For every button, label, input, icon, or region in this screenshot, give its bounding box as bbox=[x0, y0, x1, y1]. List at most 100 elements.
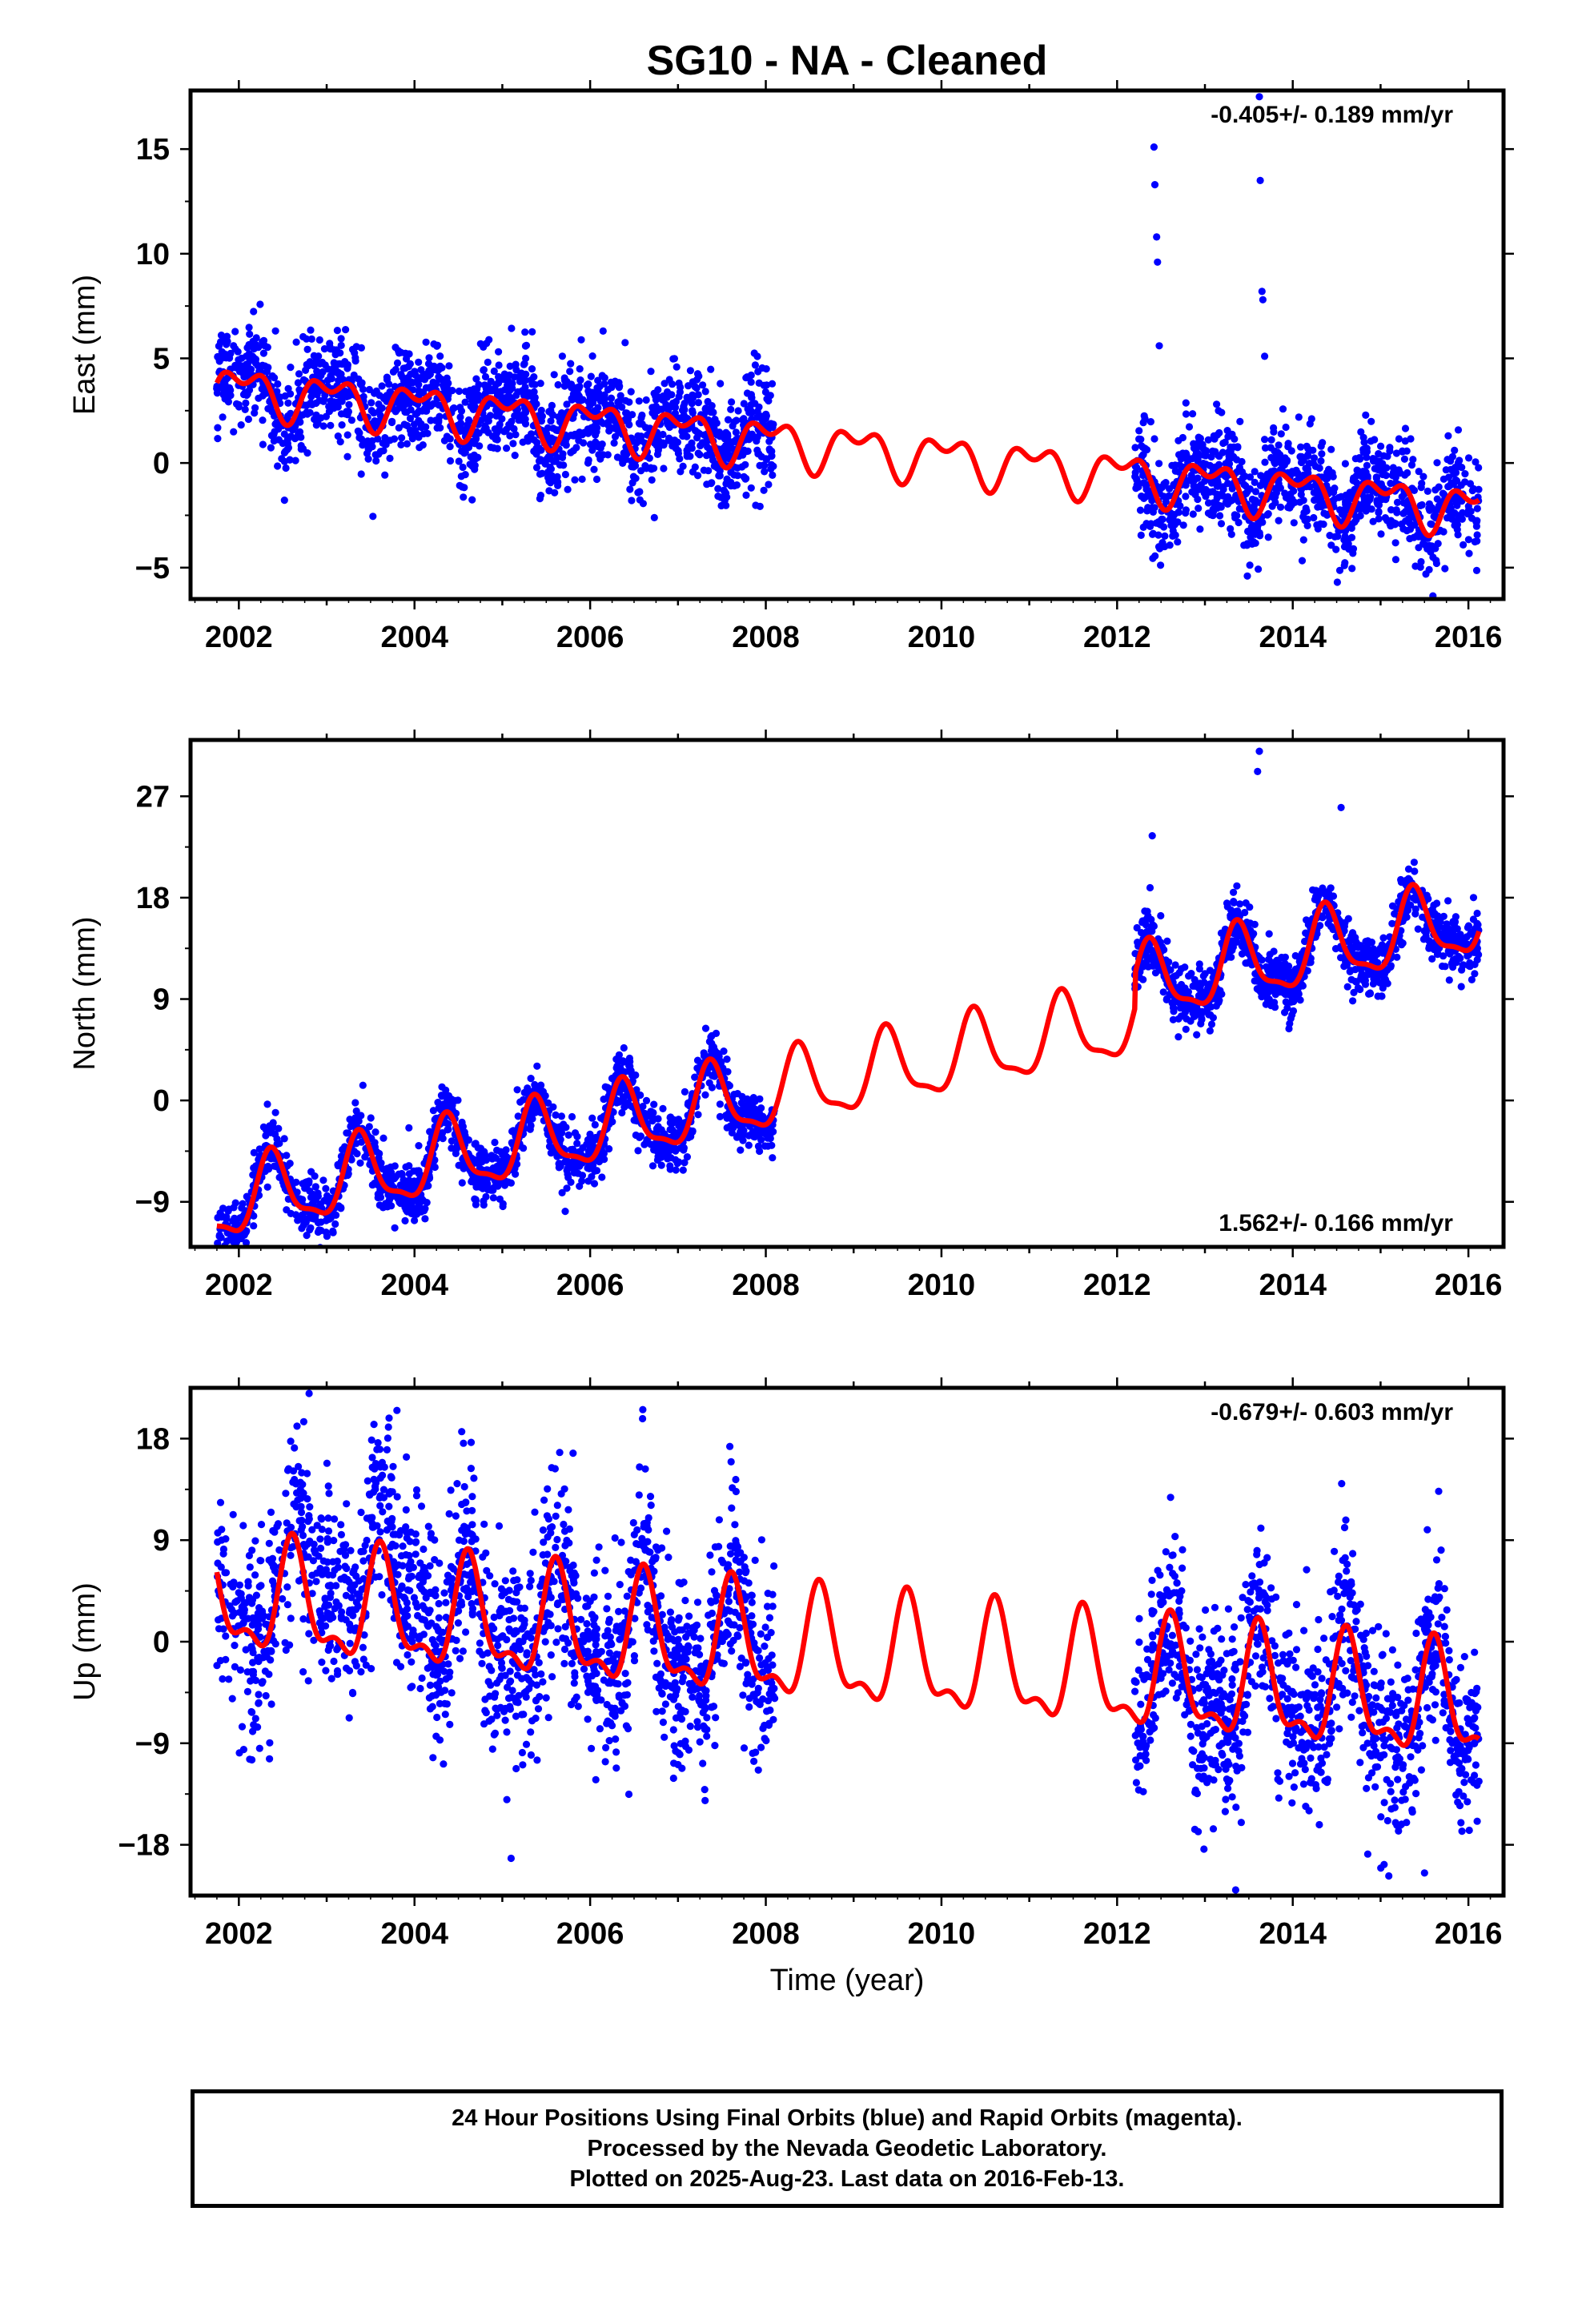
north-data-point bbox=[1242, 899, 1250, 907]
north-data-point bbox=[1425, 943, 1433, 951]
east-data-point bbox=[563, 400, 571, 408]
east-data-point bbox=[768, 452, 776, 460]
east-data-point bbox=[490, 444, 498, 452]
east-data-point bbox=[544, 435, 552, 443]
east-data-point bbox=[1454, 512, 1462, 520]
east-data-point bbox=[1320, 509, 1328, 517]
east-data-point bbox=[283, 436, 291, 444]
east-data-point bbox=[521, 328, 529, 336]
east-data-point bbox=[548, 401, 556, 409]
east-data-point bbox=[1377, 480, 1385, 489]
east-data-point bbox=[481, 372, 490, 381]
north-data-point bbox=[438, 1092, 446, 1100]
east-data-point bbox=[416, 375, 424, 383]
east-data-point bbox=[1391, 539, 1399, 547]
east-data-point bbox=[219, 354, 227, 362]
east-data-point bbox=[378, 382, 386, 390]
north-data-point bbox=[472, 1140, 480, 1148]
east-data-point bbox=[311, 385, 319, 393]
east-data-point bbox=[417, 423, 425, 432]
east-data-point bbox=[1469, 485, 1478, 493]
east-data-point bbox=[1248, 529, 1256, 537]
east-data-point bbox=[544, 424, 552, 432]
east-data-point bbox=[1461, 478, 1469, 486]
east-data-point bbox=[303, 449, 311, 457]
east-data-point bbox=[536, 495, 544, 503]
east-data-point bbox=[751, 361, 760, 369]
east-data-point bbox=[730, 471, 738, 479]
east-data-point bbox=[1454, 426, 1463, 434]
east-data-point bbox=[1236, 417, 1244, 426]
north-data-point bbox=[573, 1140, 581, 1148]
east-data-point bbox=[436, 424, 444, 432]
east-data-point bbox=[259, 338, 267, 346]
east-data-point bbox=[722, 480, 730, 488]
east-data-point bbox=[536, 380, 544, 388]
east-data-point bbox=[369, 513, 377, 521]
east-data-point bbox=[364, 455, 372, 463]
east-data-point bbox=[1185, 423, 1194, 431]
north-data-point bbox=[1378, 992, 1386, 1000]
east-data-point bbox=[307, 399, 315, 407]
east-data-point bbox=[699, 381, 707, 389]
north-data-point bbox=[411, 1216, 419, 1224]
east-data-point bbox=[576, 376, 584, 384]
east-data-point bbox=[734, 407, 742, 415]
north-data-point bbox=[552, 1111, 560, 1119]
east-data-point bbox=[506, 432, 514, 440]
east-data-point bbox=[608, 384, 616, 392]
east-data-point bbox=[223, 339, 231, 347]
east-data-point bbox=[461, 471, 469, 479]
east-data-point bbox=[1218, 408, 1226, 416]
north-data-point bbox=[215, 1256, 223, 1263]
east-data-point bbox=[1279, 405, 1287, 413]
east-data-point bbox=[223, 332, 231, 340]
east-data-point bbox=[282, 464, 290, 472]
east-data-point bbox=[425, 367, 433, 375]
east-data-point bbox=[1171, 531, 1179, 539]
east-data-point bbox=[480, 366, 488, 374]
north-data-point bbox=[491, 1138, 499, 1147]
east-data-point bbox=[1170, 480, 1178, 489]
north-data-point bbox=[1206, 1027, 1214, 1035]
east-data-point bbox=[226, 354, 234, 362]
east-data-point bbox=[1290, 519, 1298, 527]
east-data-point bbox=[489, 385, 497, 393]
east-data-point bbox=[502, 425, 511, 434]
east-data-point bbox=[386, 454, 394, 463]
east-data-point bbox=[664, 420, 672, 428]
east-data-point bbox=[704, 397, 712, 406]
east-data-point bbox=[1401, 424, 1410, 432]
east-data-point bbox=[1261, 436, 1269, 444]
east-data-point bbox=[537, 406, 545, 415]
east-data-point bbox=[415, 380, 423, 388]
east-data-point bbox=[1174, 538, 1182, 546]
east-data-point bbox=[1196, 525, 1204, 533]
east-outlier-point bbox=[1258, 287, 1266, 296]
east-data-point bbox=[652, 392, 660, 400]
east-data-point bbox=[1357, 428, 1365, 436]
east-data-point bbox=[357, 470, 365, 478]
east-data-point bbox=[762, 455, 770, 463]
north-data-point bbox=[243, 1192, 251, 1200]
east-data-point bbox=[295, 416, 303, 424]
east-data-point bbox=[1246, 473, 1255, 481]
east-data-point bbox=[460, 493, 468, 501]
east-data-point bbox=[303, 345, 311, 353]
east-data-point bbox=[1148, 497, 1156, 505]
east-data-point bbox=[424, 360, 433, 368]
east-data-point bbox=[1256, 481, 1264, 490]
north-data-point bbox=[1163, 937, 1171, 945]
east-data-point bbox=[1473, 531, 1481, 539]
east-data-point bbox=[299, 411, 307, 419]
east-data-point bbox=[1375, 466, 1383, 474]
east-data-point bbox=[1178, 433, 1186, 442]
east-data-point bbox=[1251, 488, 1260, 496]
east-data-point bbox=[468, 396, 476, 404]
east-data-point bbox=[214, 424, 222, 432]
east-data-point bbox=[1400, 455, 1408, 463]
east-data-point bbox=[669, 442, 677, 450]
east-data-point bbox=[415, 433, 423, 441]
east-data-point bbox=[1445, 482, 1453, 490]
east-data-point bbox=[1319, 521, 1327, 529]
